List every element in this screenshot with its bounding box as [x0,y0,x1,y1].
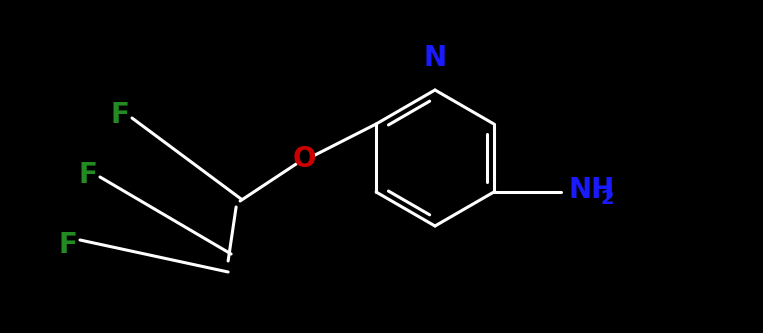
Text: O: O [292,145,316,173]
Text: F: F [79,161,98,189]
Text: NH: NH [569,176,615,204]
Text: F: F [59,231,77,259]
Text: N: N [423,44,446,72]
Text: 2: 2 [601,188,614,207]
Text: F: F [111,101,130,129]
